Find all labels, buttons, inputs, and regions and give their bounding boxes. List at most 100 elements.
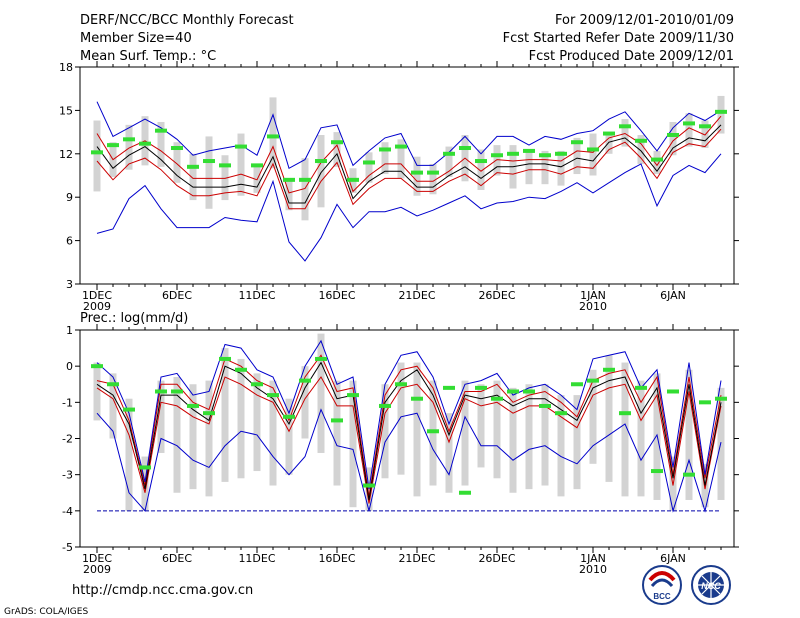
spread-box: [109, 373, 117, 439]
x-tick-label: 6JAN: [660, 552, 686, 565]
spread-box: [221, 155, 229, 201]
marker-point: [507, 389, 519, 394]
y-tick-label: 9: [66, 191, 73, 204]
bcc-logo: BCC: [642, 565, 682, 605]
marker-point: [555, 151, 567, 156]
marker-point: [267, 393, 279, 398]
marker-point: [539, 153, 551, 158]
spread-box: [621, 362, 629, 497]
spread-box: [445, 146, 453, 177]
spread-box: [301, 366, 309, 439]
spread-box: [605, 355, 613, 482]
marker-point: [635, 385, 647, 390]
x-tick-label: 1DEC: [82, 552, 112, 565]
x-tick-sublabel: 2009: [83, 563, 111, 576]
member-size: Member Size=40: [80, 31, 192, 46]
temp-panel-title: Mean Surf. Temp.: °C: [80, 49, 216, 64]
marker-point: [91, 150, 103, 155]
marker-point: [507, 151, 519, 156]
spread-box: [269, 97, 277, 169]
series-min-line: [96, 408, 722, 513]
spread-box: [637, 134, 645, 164]
marker-point: [299, 378, 311, 383]
source-url[interactable]: http://cmdp.ncc.cma.gov.cn: [72, 583, 253, 598]
marker-point: [667, 389, 679, 394]
marker-point: [411, 170, 423, 175]
y-tick-label: -4: [62, 505, 73, 518]
marker-point: [315, 356, 327, 361]
series-mean-line: [96, 361, 722, 501]
fcst-started-date: Fcst Started Refer Date 2009/11/30: [503, 31, 734, 46]
spread-box: [317, 333, 325, 453]
marker-point: [475, 159, 487, 164]
x-tick-label: 21DEC: [398, 289, 435, 302]
spread-box: [125, 124, 133, 170]
y-tick-label: 3: [66, 278, 73, 291]
spread-box: [525, 149, 533, 185]
marker-point: [379, 147, 391, 152]
spread-box: [525, 384, 533, 490]
y-tick-label: -1: [62, 396, 73, 409]
spread-box: [573, 395, 581, 490]
spread-box: [557, 395, 565, 497]
marker-point: [443, 385, 455, 390]
marker-point: [235, 367, 247, 372]
spread-box: [365, 152, 373, 183]
marker-point: [459, 490, 471, 495]
spread-box: [333, 132, 341, 167]
x-tick-label: 21DEC: [398, 552, 435, 565]
spread-box: [173, 142, 181, 183]
marker-point: [571, 382, 583, 387]
spread-box: [589, 369, 597, 464]
spread-box: [205, 136, 213, 209]
spread-box: [509, 387, 517, 493]
x-tick-label: 26DEC: [478, 289, 515, 302]
marker-point: [283, 177, 295, 182]
x-tick-label: 11DEC: [238, 552, 275, 565]
marker-point: [283, 414, 295, 419]
marker-point: [379, 403, 391, 408]
grads-credit: GrADS: COLA/IGES: [4, 607, 88, 617]
spread-box: [685, 113, 693, 147]
y-tick-label: -3: [62, 469, 73, 482]
marker-point: [651, 157, 663, 162]
spread-box: [685, 369, 693, 500]
spread-box: [493, 380, 501, 479]
marker-point: [171, 389, 183, 394]
series-mean-line: [96, 124, 722, 204]
marker-point: [395, 144, 407, 149]
marker-point: [555, 411, 567, 416]
marker-point: [459, 146, 471, 151]
marker-point: [603, 131, 615, 136]
marker-point: [715, 109, 727, 114]
spread-box: [429, 163, 437, 195]
x-tick-label: 6DEC: [162, 289, 192, 302]
y-tick-label: -5: [62, 541, 73, 554]
x-tick-sublabel: 2010: [579, 563, 607, 576]
marker-point: [523, 148, 535, 153]
series-lower-line: [96, 128, 722, 210]
marker-point: [267, 134, 279, 139]
marker-point: [251, 163, 263, 168]
marker-point: [187, 164, 199, 169]
x-tick-label: 1DEC: [82, 289, 112, 302]
x-tick-label: 6DEC: [162, 552, 192, 565]
x-tick-label: 16DEC: [318, 289, 355, 302]
spread-box: [477, 149, 485, 190]
y-tick-label: 6: [66, 235, 73, 248]
marker-point: [331, 418, 343, 423]
spread-box: [381, 142, 389, 175]
series-max-line: [96, 339, 722, 490]
marker-point: [523, 389, 535, 394]
y-tick-label: 15: [59, 104, 73, 117]
marker-point: [715, 396, 727, 401]
spread-box: [589, 133, 597, 176]
marker-point: [443, 151, 455, 156]
series-min-line: [96, 153, 722, 262]
spread-box: [285, 178, 293, 211]
marker-point: [427, 170, 439, 175]
marker-point: [491, 153, 503, 158]
marker-point: [683, 121, 695, 126]
spread-box: [493, 145, 501, 176]
